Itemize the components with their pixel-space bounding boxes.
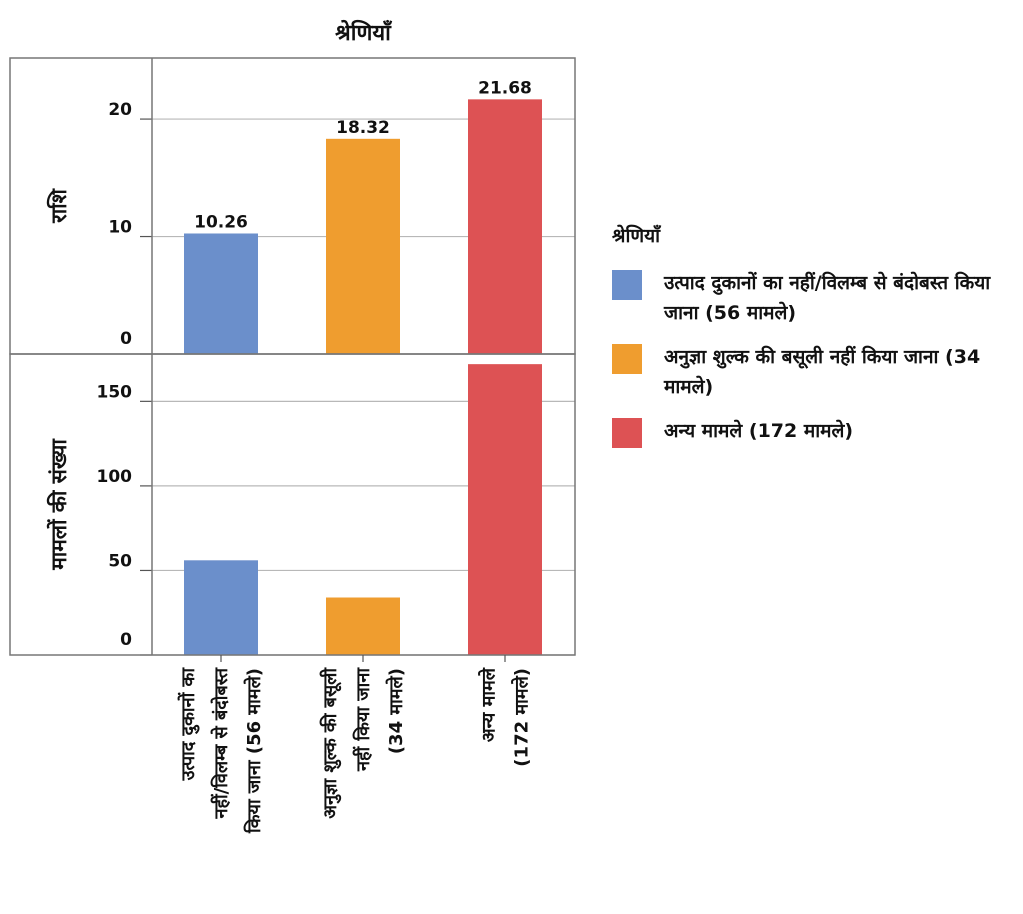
legend-label: अन्य मामले (172 मामले) bbox=[664, 420, 854, 442]
bar bbox=[184, 560, 258, 655]
x-tick-label: नहीं/विलम्ब से बंदोबस्त bbox=[210, 667, 232, 819]
legend-item: अन्य मामले (172 मामले) bbox=[612, 416, 1017, 448]
panel-frame bbox=[9, 353, 576, 656]
y-tick-label: 0 bbox=[120, 329, 132, 349]
bar bbox=[468, 99, 542, 354]
y-tick-label: 0 bbox=[120, 630, 132, 650]
legend: श्रेणियाँ उत्पाद दुकानों का नहीं/विलम्ब … bbox=[612, 222, 1017, 462]
y-axis-label: मामलों की संख्या bbox=[46, 438, 71, 571]
data-label: 21.68 bbox=[478, 78, 532, 98]
bar bbox=[326, 597, 400, 655]
x-tick-label: किया जाना (56 मामले) bbox=[243, 668, 265, 834]
data-label: 10.26 bbox=[194, 212, 248, 232]
y-tick-label: 20 bbox=[108, 100, 132, 120]
legend-swatch bbox=[612, 270, 642, 300]
bar bbox=[326, 138, 400, 354]
header-strip bbox=[10, 0, 575, 58]
legend-swatch bbox=[612, 344, 642, 374]
legend-title: श्रेणियाँ bbox=[612, 225, 661, 247]
y-tick-label: 100 bbox=[97, 467, 133, 487]
x-tick-label: (34 मामले) bbox=[385, 668, 407, 754]
x-tick-label: अन्य मामले bbox=[478, 667, 500, 742]
legend-swatch bbox=[612, 418, 642, 448]
data-label: 18.32 bbox=[336, 118, 390, 138]
x-tick-label: (172 मामले) bbox=[511, 668, 533, 767]
legend-item: उत्पाद दुकानों का नहीं/विलम्ब से बंदोबस्… bbox=[612, 268, 1017, 328]
x-tick-label: नहीं किया जाना bbox=[352, 667, 374, 772]
x-tick-label: उत्पाद दुकानों का bbox=[177, 667, 200, 782]
legend-label: अनुज्ञा शुल्क की बसूली नहीं किया जाना (3… bbox=[664, 346, 981, 398]
chart: श्रेणियाँ 0 10 20 10.26 18.32 21.68 राशि 0 50 100 1… bbox=[9, 0, 576, 834]
chart-title: श्रेणियाँ bbox=[335, 19, 393, 46]
y-axis-label: राशि bbox=[46, 188, 71, 223]
bar bbox=[184, 233, 258, 354]
y-tick-label: 150 bbox=[97, 382, 133, 402]
x-tick-label: अनुज्ञा शुल्क की बसूली bbox=[319, 667, 342, 819]
bar bbox=[468, 364, 542, 655]
legend-label: उत्पाद दुकानों का नहीं/विलम्ब से बंदोबस्… bbox=[664, 272, 991, 324]
y-tick-label: 10 bbox=[108, 218, 132, 238]
legend-item: अनुज्ञा शुल्क की बसूली नहीं किया जाना (3… bbox=[612, 342, 1017, 402]
y-tick-label: 50 bbox=[108, 551, 132, 571]
